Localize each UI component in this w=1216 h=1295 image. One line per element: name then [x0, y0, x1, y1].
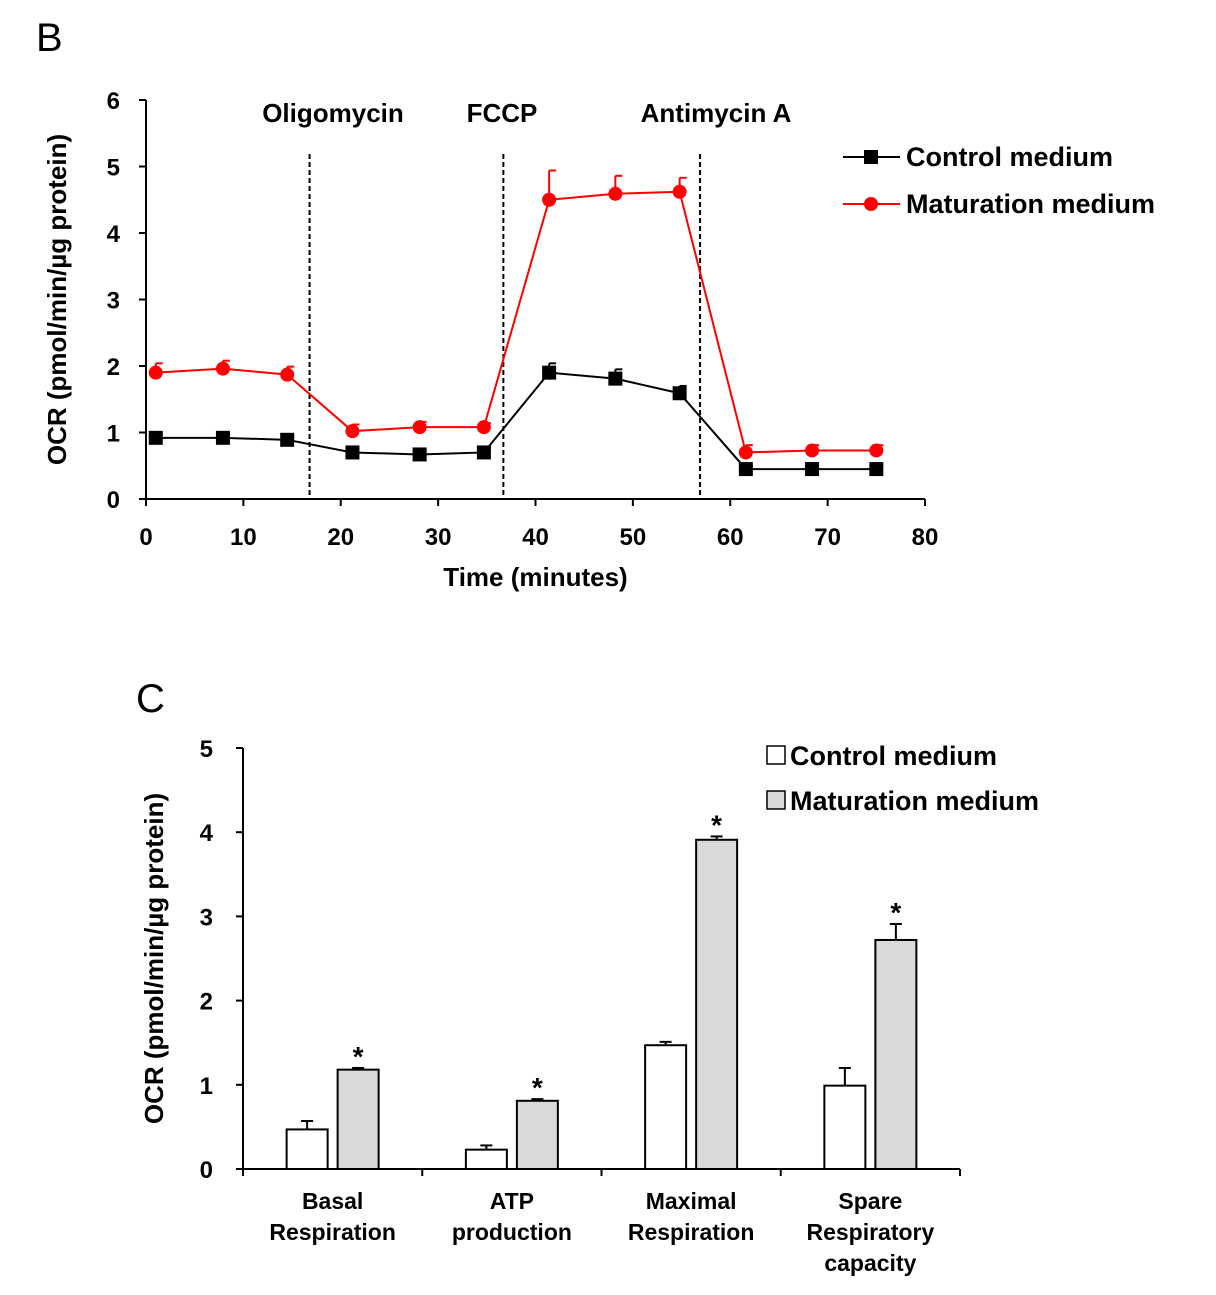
- data-point: [608, 371, 623, 386]
- y-tick-label: 1: [107, 421, 120, 448]
- data-point: [738, 445, 753, 460]
- data-point: [608, 186, 623, 201]
- category-label: ATP: [490, 1188, 534, 1214]
- category-label: Respiratory: [806, 1219, 934, 1245]
- bar: [695, 838, 739, 1170]
- legend-label: Control medium: [906, 142, 1113, 172]
- panel-letter-b: B: [36, 16, 63, 60]
- injection-label: Antimycin A: [641, 98, 792, 128]
- bar-chart: 0 1 2 3 4 5 * Basal Respiration * ATP production * Ma…: [200, 736, 1039, 1276]
- legend-swatch: [766, 790, 786, 810]
- y-tick-label: 2: [200, 989, 213, 1016]
- x-tick-label: 40: [522, 524, 549, 551]
- y-tick-label: 5: [200, 736, 213, 763]
- y-tick-label: 1: [200, 1073, 213, 1100]
- x-tick-label: 20: [327, 524, 354, 551]
- y-tick-label: 6: [107, 88, 120, 115]
- significance-marker: *: [711, 809, 722, 840]
- y-tick-label: 0: [200, 1157, 213, 1184]
- bar: [874, 938, 918, 1171]
- data-point: [280, 367, 295, 382]
- y-tick-label: 2: [107, 354, 120, 381]
- data-point: [805, 443, 820, 458]
- data-point: [412, 420, 427, 435]
- x-tick-label: 60: [717, 524, 744, 551]
- y-tick-label: 0: [107, 487, 120, 514]
- data-point: [280, 432, 295, 447]
- x-tick-label: 80: [912, 524, 939, 551]
- injection-label: Oligomycin: [262, 98, 404, 128]
- series-line: [155, 371, 877, 471]
- data-point: [542, 365, 557, 380]
- chart-b-x-axis-title: Time (minutes): [443, 562, 627, 592]
- category-label: Respiration: [628, 1219, 755, 1245]
- category-label: capacity: [824, 1250, 916, 1276]
- y-tick-label: 3: [107, 288, 120, 315]
- data-point: [215, 361, 230, 376]
- data-point: [476, 445, 491, 460]
- y-tick-label: 4: [107, 221, 121, 248]
- panel-letter-c: C: [136, 677, 165, 721]
- data-point: [738, 462, 753, 477]
- x-tick-label: 0: [139, 524, 152, 551]
- bar: [644, 1044, 688, 1170]
- data-point: [805, 462, 820, 477]
- chart-b-y-axis-title: OCR (pmol/min/µg protein): [42, 134, 72, 465]
- x-tick-label: 70: [814, 524, 841, 551]
- significance-marker: *: [353, 1041, 364, 1072]
- data-point: [345, 445, 360, 460]
- bar: [464, 1148, 508, 1171]
- significance-marker: *: [890, 897, 901, 928]
- x-tick-label: 10: [230, 524, 257, 551]
- injection-label: FCCP: [467, 98, 538, 128]
- data-point: [869, 462, 884, 477]
- legend-label: Maturation medium: [906, 189, 1155, 219]
- category-label: Maximal: [646, 1188, 737, 1214]
- significance-marker: *: [532, 1072, 543, 1103]
- y-tick-label: 4: [200, 820, 214, 847]
- legend-label: Control medium: [790, 741, 997, 771]
- category-label: Spare: [838, 1188, 902, 1214]
- data-point: [148, 365, 163, 380]
- chart-c-y-axis-title: OCR (pmol/min/µg protein): [139, 793, 169, 1124]
- x-tick-label: 50: [620, 524, 647, 551]
- category-label: Respiration: [269, 1219, 396, 1245]
- data-point: [345, 424, 360, 439]
- x-tick-label: 30: [425, 524, 452, 551]
- data-point: [148, 430, 163, 445]
- data-point: [476, 420, 491, 435]
- y-tick-label: 3: [200, 904, 213, 931]
- data-point: [869, 443, 884, 458]
- legend-swatch: [766, 745, 786, 765]
- bar: [336, 1068, 380, 1171]
- category-label: production: [452, 1219, 572, 1245]
- y-tick-label: 5: [107, 155, 120, 182]
- legend-marker: [864, 150, 878, 164]
- data-point: [672, 386, 687, 401]
- series-line: [155, 190, 877, 454]
- bar: [285, 1128, 329, 1171]
- data-point: [672, 184, 687, 199]
- legend-label: Maturation medium: [790, 786, 1039, 816]
- bar: [823, 1084, 867, 1170]
- data-point: [542, 192, 557, 207]
- data-point: [215, 430, 230, 445]
- data-point: [412, 447, 427, 462]
- bar: [515, 1099, 559, 1170]
- category-label: Basal: [302, 1188, 363, 1214]
- legend-marker: [864, 197, 878, 211]
